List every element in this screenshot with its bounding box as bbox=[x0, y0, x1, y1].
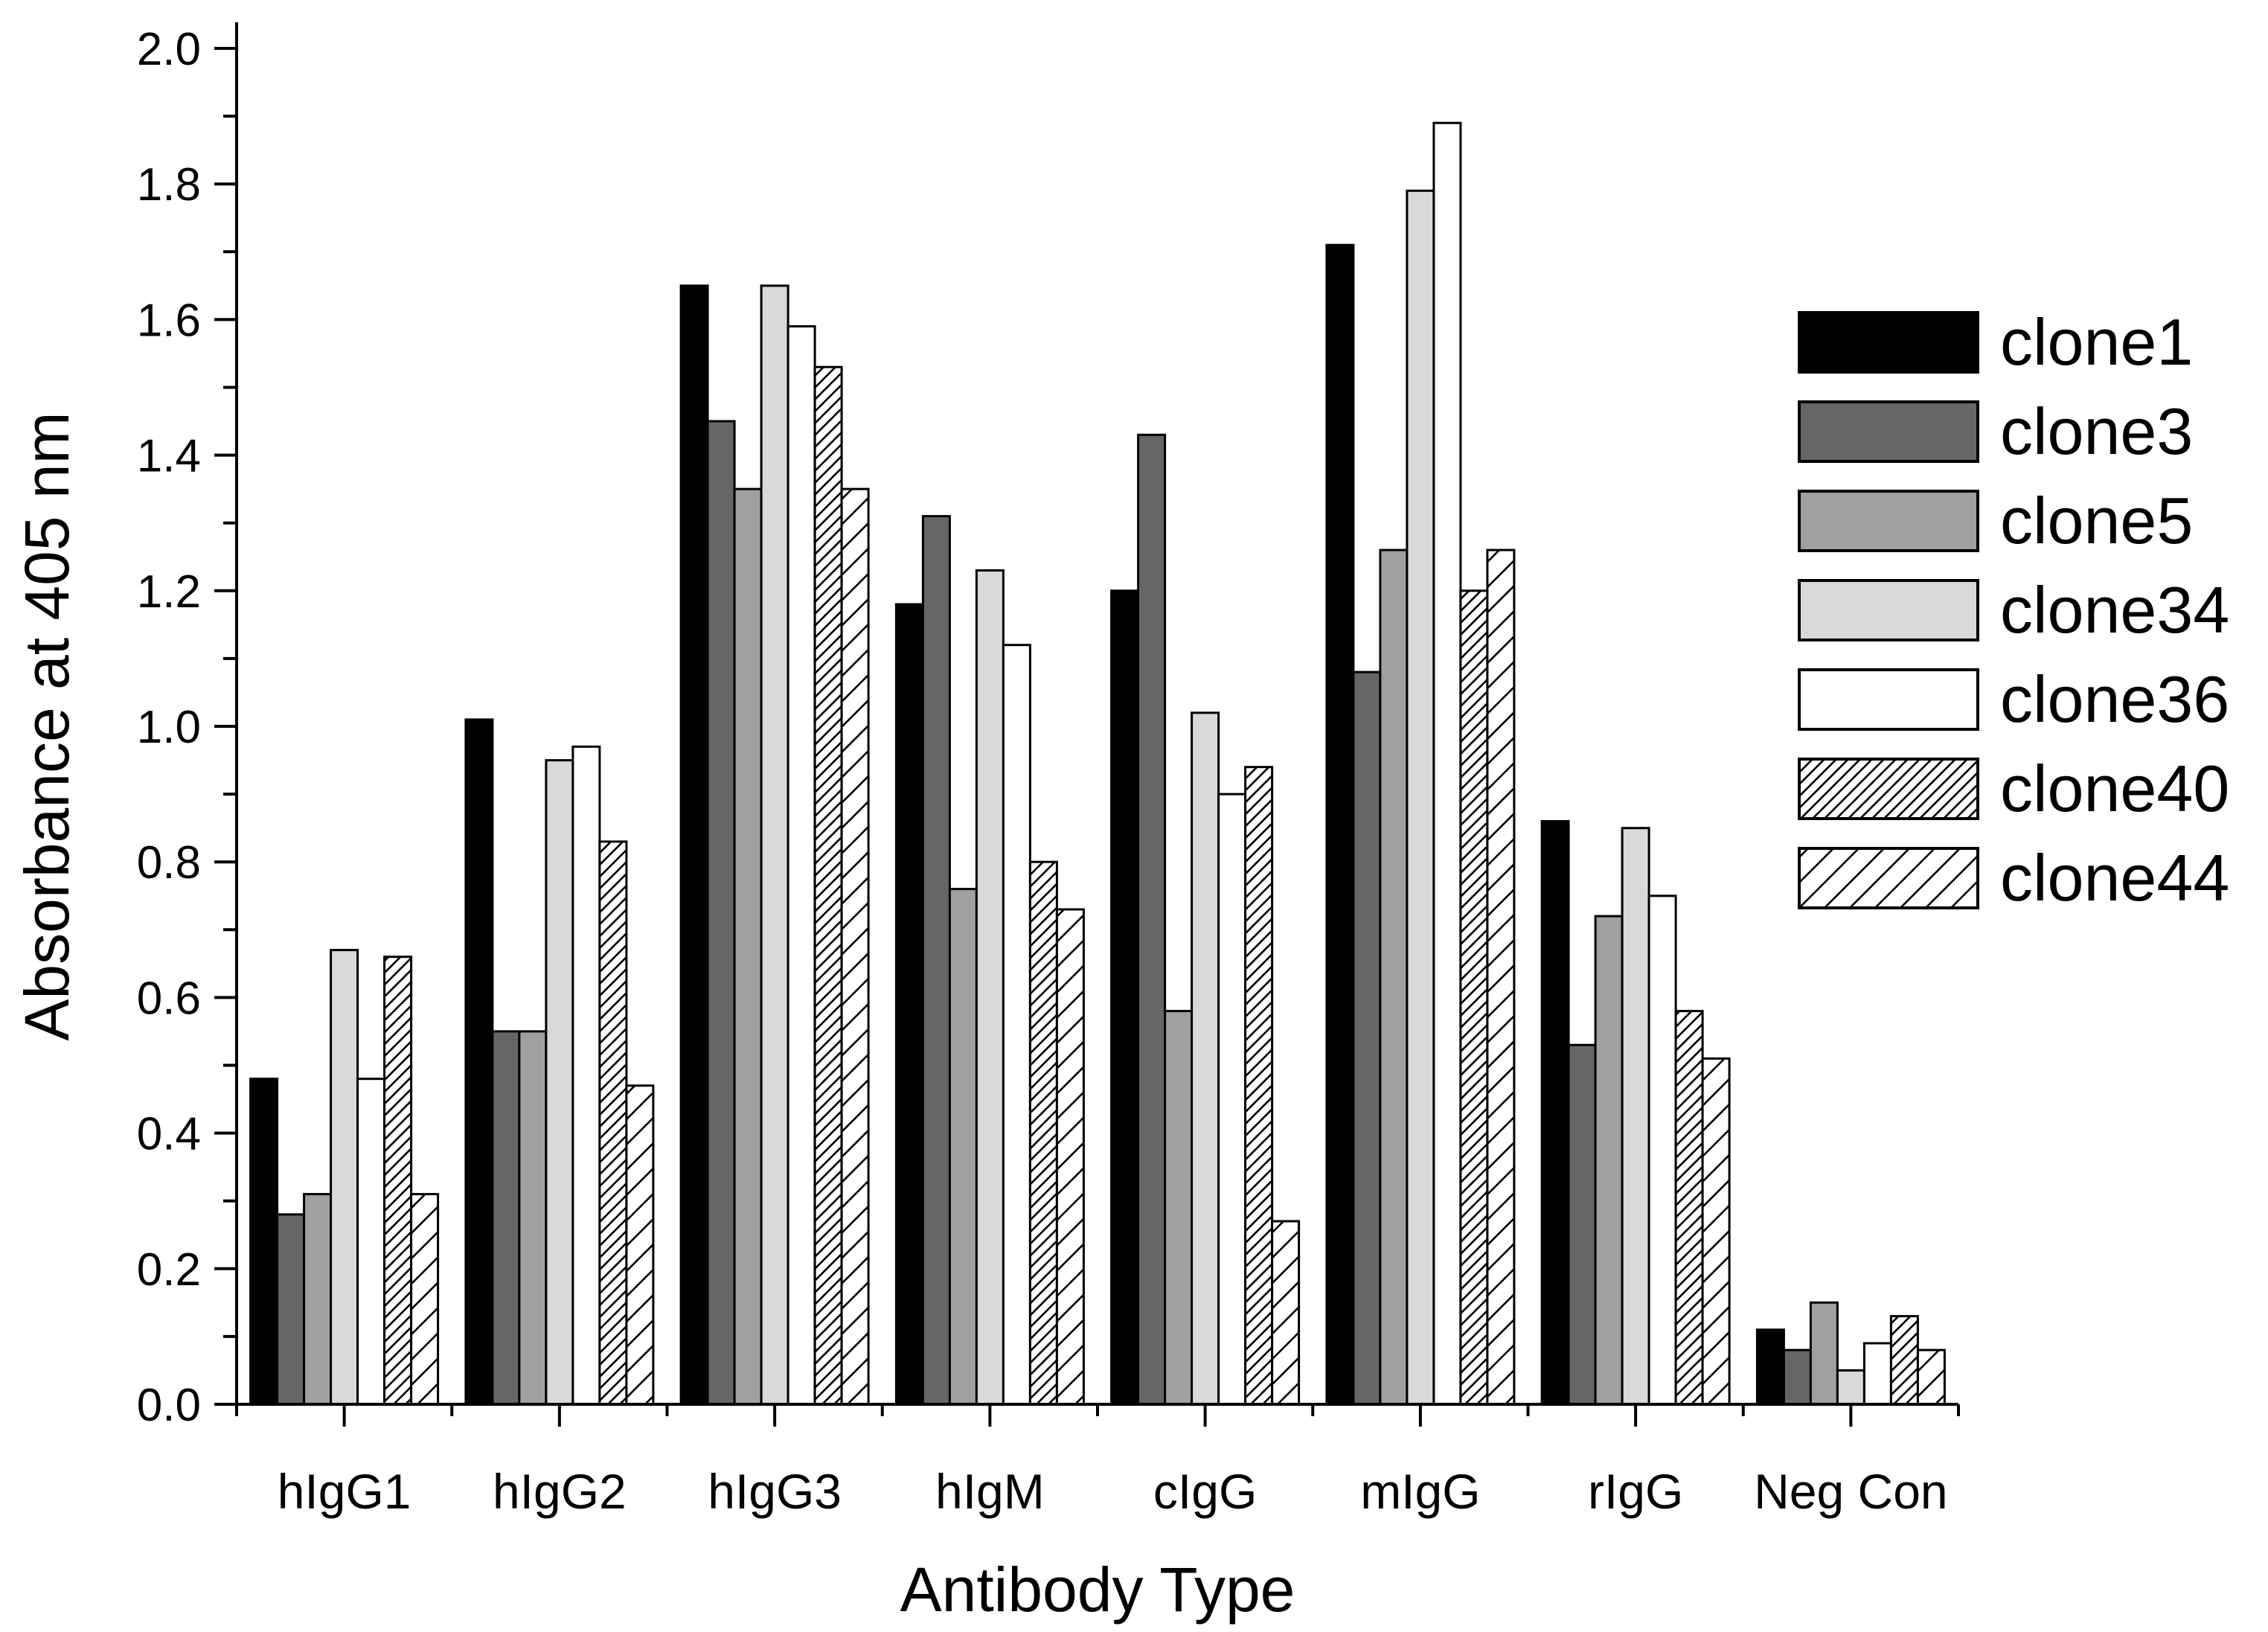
bar-clone36-cigg bbox=[1217, 793, 1247, 1406]
bar-clone40-migg bbox=[1459, 589, 1489, 1406]
x-tick-label: rIgG bbox=[1588, 1464, 1683, 1519]
bar-clone36-neg-con bbox=[1862, 1342, 1892, 1406]
bar-clone34-higm bbox=[975, 569, 1005, 1406]
x-tick-label: cIgG bbox=[1153, 1464, 1257, 1519]
bar-clone5-cigg bbox=[1164, 1010, 1194, 1406]
y-tick-label: 1.8 bbox=[137, 159, 201, 211]
bar-clone1-higg2 bbox=[464, 718, 494, 1406]
bar-clone44-higm bbox=[1055, 908, 1085, 1406]
bar-clone36-rigg bbox=[1647, 895, 1677, 1406]
bar-clone34-neg-con bbox=[1836, 1369, 1865, 1406]
legend-label-clone3: clone3 bbox=[2000, 394, 2193, 468]
bar-clone40-neg-con bbox=[1889, 1315, 1919, 1406]
x-tick-label: hIgG3 bbox=[708, 1464, 842, 1519]
bar-clone5-higg3 bbox=[733, 487, 763, 1406]
legend-label-clone40: clone40 bbox=[2000, 752, 2229, 825]
y-axis-title: Absorbance at 405 nm bbox=[12, 412, 82, 1040]
bar-clone34-cigg bbox=[1191, 711, 1220, 1406]
legend-label-clone44: clone44 bbox=[2000, 841, 2229, 915]
bar-clone3-higg2 bbox=[491, 1030, 521, 1406]
bar-clone3-higg1 bbox=[276, 1213, 306, 1406]
axes-layer bbox=[214, 22, 1960, 1427]
x-axis-title: Antibody Type bbox=[900, 1555, 1295, 1625]
bar-clone44-higg1 bbox=[410, 1193, 440, 1406]
bar-clone5-higg1 bbox=[303, 1193, 333, 1406]
bar-clone5-higm bbox=[948, 888, 978, 1406]
bar-clone3-higg3 bbox=[706, 420, 736, 1406]
bar-clone40-rigg bbox=[1674, 1010, 1704, 1406]
bar-clone36-higg3 bbox=[787, 325, 816, 1406]
x-tick-label: hIgM bbox=[935, 1464, 1045, 1519]
bar-clone1-higg3 bbox=[679, 284, 709, 1406]
legend-label-clone36: clone36 bbox=[2000, 662, 2229, 736]
bar-clone40-higm bbox=[1028, 860, 1058, 1406]
bars-layer bbox=[249, 121, 1946, 1406]
bar-clone44-rigg bbox=[1701, 1057, 1731, 1406]
y-tick-label: 0.6 bbox=[137, 973, 201, 1024]
bar-clone34-higg1 bbox=[330, 949, 359, 1406]
y-tick-label: 0.0 bbox=[137, 1380, 201, 1431]
y-tick-label: 0.2 bbox=[137, 1244, 201, 1296]
bar-clone40-cigg bbox=[1244, 766, 1274, 1406]
bar-clone5-rigg bbox=[1594, 915, 1624, 1406]
bar-clone34-migg bbox=[1406, 189, 1435, 1406]
bar-clone1-rigg bbox=[1540, 820, 1570, 1406]
bar-clone1-higm bbox=[894, 603, 924, 1406]
bar-clone44-neg-con bbox=[1916, 1348, 1946, 1406]
y-tick-label: 2.0 bbox=[137, 24, 201, 75]
legend: clone1 clone3 clone5 clone34 clone36 clone40 c… bbox=[1798, 305, 2229, 915]
bar-clone5-higg2 bbox=[518, 1030, 548, 1406]
bar-clone44-higg3 bbox=[840, 487, 870, 1406]
bar-clone5-migg bbox=[1379, 548, 1409, 1406]
x-tick-label: hIgG2 bbox=[493, 1464, 627, 1519]
labels-layer: 0.0 0.2 0.4 0.6 0.8 1.0 1.2 1.4 1.6 1.8 2.0 hIgG1 hI… bbox=[12, 24, 1948, 1625]
bar-clone1-cigg bbox=[1110, 589, 1140, 1406]
legend-swatch-clone1 bbox=[1798, 311, 1979, 374]
y-tick-label: 1.0 bbox=[137, 702, 201, 753]
bar-clone44-cigg bbox=[1271, 1220, 1301, 1406]
bar-clone36-migg bbox=[1432, 121, 1462, 1406]
bar-clone3-neg-con bbox=[1782, 1348, 1812, 1406]
legend-swatch-clone44 bbox=[1798, 847, 1979, 909]
y-tick-label: 1.6 bbox=[137, 295, 201, 346]
y-tick-label: 1.4 bbox=[137, 431, 201, 482]
bar-clone3-cigg bbox=[1137, 433, 1167, 1406]
y-tick-label: 0.4 bbox=[137, 1109, 201, 1160]
bar-clone34-higg2 bbox=[545, 759, 574, 1406]
legend-label-clone34: clone34 bbox=[2000, 573, 2229, 647]
bar-clone44-migg bbox=[1486, 548, 1516, 1406]
legend-label-clone1: clone1 bbox=[2000, 305, 2193, 379]
bar-clone3-higm bbox=[921, 515, 951, 1406]
legend-swatch-clone40 bbox=[1798, 758, 1979, 820]
bar-clone40-higg3 bbox=[813, 365, 843, 1406]
bar-clone36-higm bbox=[1002, 644, 1031, 1406]
bar-clone34-higg3 bbox=[760, 284, 789, 1406]
legend-label-clone5: clone5 bbox=[2000, 484, 2193, 557]
x-tick-label: Neg Con bbox=[1754, 1464, 1948, 1519]
bar-clone1-higg1 bbox=[249, 1078, 279, 1406]
y-tick-label: 1.2 bbox=[137, 566, 201, 618]
bar-clone3-migg bbox=[1352, 671, 1382, 1406]
legend-swatch-clone34 bbox=[1798, 579, 1979, 641]
bar-clone44-higg2 bbox=[625, 1084, 655, 1406]
bar-clone34-rigg bbox=[1621, 827, 1650, 1406]
y-tick-label: 0.8 bbox=[137, 837, 201, 889]
bar-clone40-higg1 bbox=[383, 956, 413, 1406]
bar-clone36-higg2 bbox=[571, 745, 601, 1406]
bar-clone3-rigg bbox=[1567, 1043, 1597, 1406]
legend-swatch-clone5 bbox=[1798, 490, 1979, 552]
legend-swatch-clone36 bbox=[1798, 668, 1979, 731]
x-tick-label: mIgG bbox=[1360, 1464, 1480, 1519]
bar-clone36-higg1 bbox=[356, 1078, 386, 1406]
x-tick-label: hIgG1 bbox=[278, 1464, 411, 1519]
bar-clone1-migg bbox=[1325, 243, 1355, 1406]
bar-clone40-higg2 bbox=[598, 840, 628, 1406]
bar-clone5-neg-con bbox=[1809, 1301, 1839, 1406]
legend-swatch-clone3 bbox=[1798, 400, 1979, 463]
bar-clone1-neg-con bbox=[1755, 1328, 1785, 1406]
